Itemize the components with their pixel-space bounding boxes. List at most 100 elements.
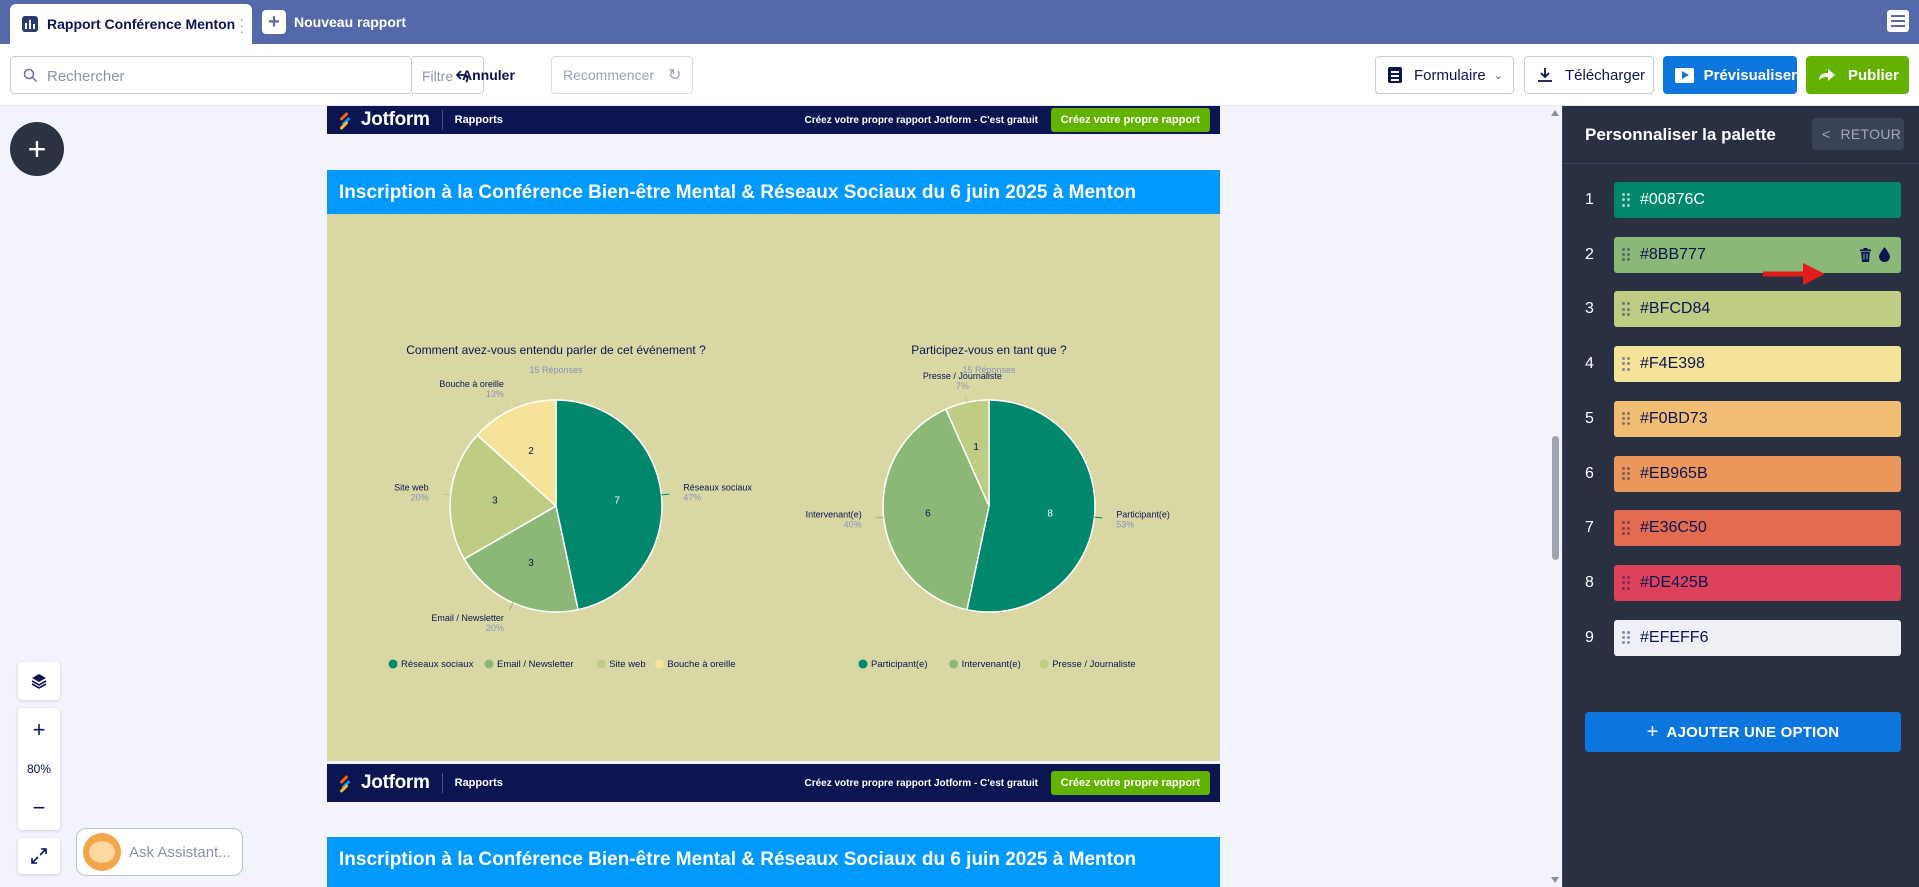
color-swatch[interactable]: #8BB777: [1614, 236, 1901, 273]
drag-handle-icon[interactable]: [1622, 357, 1630, 371]
drag-handle-icon[interactable]: [1622, 521, 1630, 535]
canvas-scrollbar[interactable]: [1549, 106, 1562, 887]
jotform-logo-text: Jotform: [361, 772, 430, 793]
chart-subtitle: 15 Réponses: [529, 365, 583, 375]
panel-header: Personnaliser la palette < RETOUR: [1563, 106, 1919, 164]
drag-handle-icon[interactable]: [1622, 630, 1630, 645]
color-hex-value[interactable]: #F4E398: [1640, 355, 1705, 373]
palette-row: 2 #8BB777: [1563, 236, 1919, 273]
legend-marker: [949, 659, 959, 669]
zoom-in-icon[interactable]: +: [32, 717, 46, 743]
drag-handle-icon[interactable]: [1622, 193, 1630, 207]
jotform-logo-text: Jotform: [361, 109, 430, 130]
preview-icon: [1675, 67, 1694, 83]
share-arrow-icon: [1819, 69, 1835, 81]
slice-category-label: Email / Newsletter: [431, 613, 504, 623]
pie-slice: [476, 399, 557, 508]
reports-label: Rapports: [454, 114, 503, 126]
preview-button[interactable]: Prévisualiser: [1663, 56, 1797, 94]
palette-index: 1: [1585, 191, 1594, 208]
filter-label: Filtre: [422, 68, 454, 84]
cta-button[interactable]: Créez votre propre rapport: [1050, 771, 1210, 795]
color-swatch[interactable]: #F4E398: [1614, 346, 1901, 383]
color-swatch[interactable]: #E36C50: [1614, 510, 1901, 547]
color-hex-value[interactable]: #00876C: [1640, 191, 1705, 208]
color-hex-value[interactable]: #BFCD84: [1640, 300, 1711, 318]
chevron-left-icon: <: [1822, 126, 1831, 142]
plus-icon: +: [1646, 720, 1659, 743]
more-vertical-icon[interactable]: · · ·: [239, 11, 244, 39]
cta-button[interactable]: Créez votre propre rapport: [1050, 108, 1210, 132]
palette-index: 7: [1585, 519, 1594, 537]
drag-handle-icon[interactable]: [1622, 575, 1630, 590]
legend-label: Intervenant(e): [962, 659, 1021, 670]
download-button[interactable]: Télécharger: [1524, 56, 1654, 94]
layers-button[interactable]: [18, 662, 60, 700]
legend-label: Site web: [609, 659, 645, 670]
palette-index: 5: [1585, 409, 1594, 427]
trash-icon[interactable]: [1860, 247, 1871, 262]
drag-handle-icon[interactable]: [1622, 247, 1630, 262]
fullscreen-button[interactable]: [18, 838, 60, 874]
slice-category-label: Intervenant(e): [806, 509, 862, 519]
redo-button[interactable]: Recommencer ↻: [551, 56, 693, 94]
color-hex-value[interactable]: #F0BD73: [1640, 409, 1708, 427]
color-swatch[interactable]: #F0BD73: [1614, 400, 1901, 437]
search-placeholder: Rechercher: [47, 68, 125, 85]
reports-label: Rapports: [454, 777, 503, 789]
color-hex-value[interactable]: #EFEFF6: [1640, 628, 1709, 646]
color-swatch[interactable]: #EB965B: [1614, 455, 1901, 492]
add-element-button[interactable]: +: [10, 122, 64, 176]
color-swatch[interactable]: #00876C: [1614, 182, 1901, 218]
form-icon: [1388, 67, 1402, 83]
slice-value-label: 1: [973, 442, 979, 453]
new-report-tab[interactable]: + Nouveau rapport: [262, 8, 406, 36]
slice-percent-label: 20%: [411, 493, 429, 503]
search-input[interactable]: Rechercher: [10, 56, 412, 94]
report-canvas[interactable]: + Jotform Rapports Créez votre propre ra…: [0, 106, 1562, 887]
color-hex-value[interactable]: #8BB777: [1640, 245, 1706, 263]
publish-button[interactable]: Publier: [1806, 56, 1909, 94]
drag-handle-icon[interactable]: [1622, 411, 1630, 426]
panel-title: Personnaliser la palette: [1585, 125, 1776, 144]
slice-percent-label: 40%: [844, 519, 862, 529]
palette-row: 5 #F0BD73: [1563, 400, 1919, 437]
tab-report-active[interactable]: Rapport Conférence Menton · · ·: [10, 4, 252, 44]
drag-handle-icon[interactable]: [1622, 302, 1630, 317]
legend-label: Bouche à oreille: [667, 659, 735, 670]
color-hex-value[interactable]: #DE425B: [1640, 573, 1709, 591]
color-hex-value[interactable]: #E36C50: [1640, 519, 1707, 537]
download-label: Télécharger: [1565, 66, 1646, 84]
palette-row: 1 #00876C: [1563, 182, 1919, 218]
color-hex-value[interactable]: #EB965B: [1640, 464, 1708, 482]
add-option-button[interactable]: + AJOUTER UNE OPTION: [1585, 712, 1901, 752]
color-swatch[interactable]: #EFEFF6: [1614, 619, 1901, 656]
report-title-bar-page2[interactable]: Inscription à la Conférence Bien-être Me…: [327, 837, 1220, 887]
legend-marker: [596, 659, 606, 669]
palette-index: 9: [1585, 628, 1594, 646]
palette-panel: Personnaliser la palette < RETOUR 1 #0087…: [1562, 106, 1919, 887]
color-swatch[interactable]: #DE425B: [1614, 564, 1901, 601]
drag-handle-icon[interactable]: [1622, 466, 1630, 481]
zoom-out-icon[interactable]: −: [32, 794, 46, 820]
slice-percent-label: 20%: [486, 623, 504, 633]
palette-row: 6 #EB965B: [1563, 455, 1919, 492]
report-page[interactable]: Comment avez-vous entendu parler de cet …: [327, 214, 1220, 761]
report-title-bar[interactable]: Inscription à la Conférence Bien-être Me…: [327, 170, 1220, 216]
zoom-level: 80%: [26, 761, 52, 776]
color-picker-drop-icon[interactable]: [1879, 246, 1890, 262]
filter-button[interactable]: Filtre: [412, 56, 484, 94]
slice-percent-label: 7%: [956, 381, 969, 391]
label-leader-line: [1094, 516, 1103, 519]
legend-marker: [1039, 659, 1049, 669]
back-button[interactable]: < RETOUR: [1812, 118, 1904, 150]
undo-button[interactable]: Annuler: [462, 67, 515, 83]
palette-row: 3 #BFCD84: [1563, 291, 1919, 328]
slice-value-label: 7: [614, 496, 620, 507]
jotform-logo-icon: [337, 111, 353, 131]
form-dropdown[interactable]: Formulaire ⌄: [1375, 56, 1514, 94]
hamburger-menu-icon[interactable]: [1887, 10, 1909, 32]
ask-assistant-button[interactable]: Ask Assistant...: [76, 828, 243, 876]
color-swatch[interactable]: #BFCD84: [1614, 291, 1901, 328]
chart-title: Participez-vous en tant que ?: [911, 343, 1067, 357]
